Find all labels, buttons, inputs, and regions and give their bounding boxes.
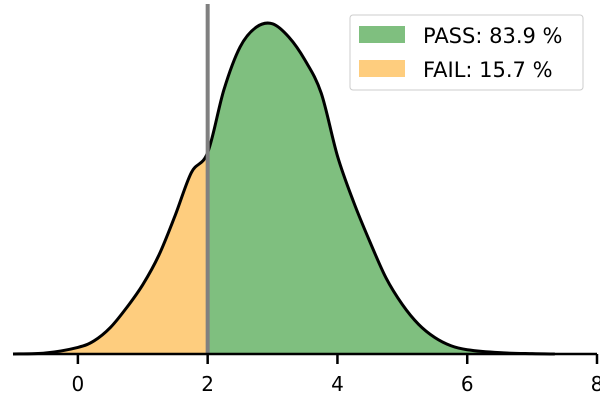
x-tick-label: 4 [331, 372, 344, 396]
legend-label-pass: PASS: 83.9 % [423, 24, 562, 48]
fail-area [13, 152, 208, 354]
x-tick-label: 8 [591, 372, 600, 396]
legend-swatch-pass [359, 26, 405, 43]
density-curve [12, 21, 555, 356]
x-axis: 0 2 4 6 8 [13, 352, 600, 396]
legend-box [349, 14, 584, 91]
pass-area [207, 23, 555, 354]
legend: PASS: 83.9 % FAIL: 15.7 % [349, 14, 584, 91]
plot-area [12, 4, 555, 356]
legend-swatch-fail [359, 60, 405, 77]
x-tick-label: 6 [461, 372, 474, 396]
legend-label-fail: FAIL: 15.7 % [423, 58, 553, 82]
x-tick-label: 0 [72, 372, 85, 396]
x-tick-label: 2 [201, 372, 214, 396]
